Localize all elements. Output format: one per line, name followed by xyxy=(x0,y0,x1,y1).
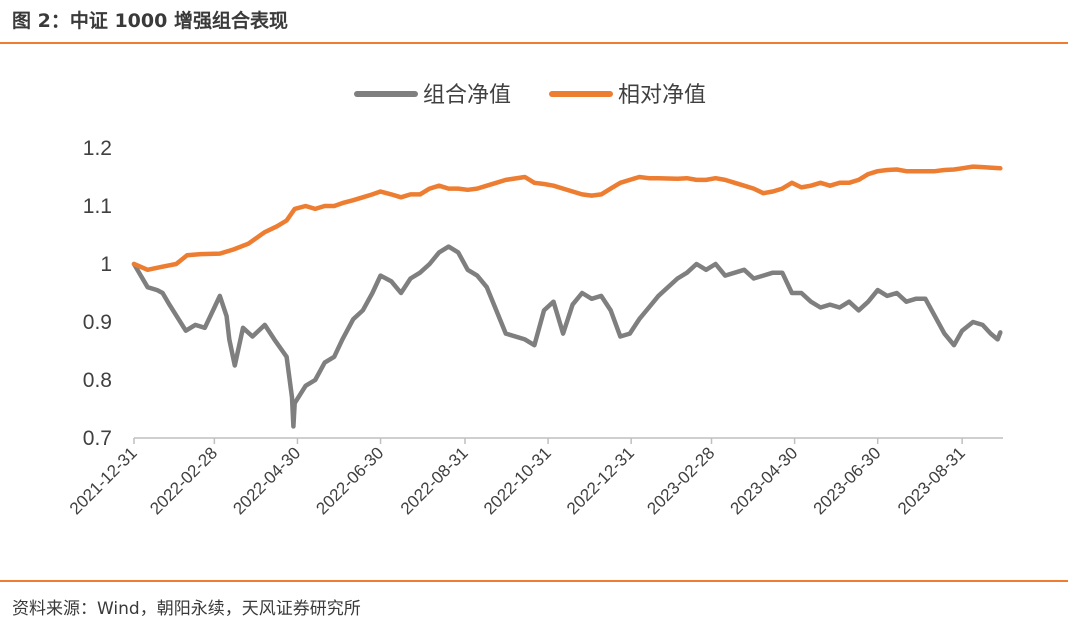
series-line-0 xyxy=(131,244,1003,429)
x-tick-label: 2023-04-30 xyxy=(727,443,802,518)
y-tick-label: 1.1 xyxy=(83,195,112,218)
legend-label-1: 相对净值 xyxy=(618,83,706,108)
x-tick-label: 2022-12-31 xyxy=(563,443,638,518)
x-tick-label: 2022-08-31 xyxy=(397,443,472,518)
x-tick-label: 2022-02-28 xyxy=(146,443,221,518)
y-tick-label: 0.9 xyxy=(83,311,112,334)
chart-legend: 组合净值 相对净值 xyxy=(354,83,706,108)
y-tick-label: 1 xyxy=(100,253,112,276)
figure-title: 图 2：中证 1000 增强组合表现 xyxy=(12,10,288,32)
source-note: 资料来源：Wind，朝阳永续，天风证券研究所 xyxy=(12,599,361,619)
top-rule xyxy=(0,42,1068,44)
line-chart: 组合净值 相对净值 0.70.80.911.11.2 2021-12-31 2022… xyxy=(66,83,1003,518)
x-tick-label: 2022-04-30 xyxy=(229,443,304,518)
x-tick-label: 2023-08-31 xyxy=(894,443,969,518)
series-lines xyxy=(131,164,1003,429)
bottom-rule xyxy=(0,580,1068,582)
x-tick-label: 2023-06-30 xyxy=(810,443,885,518)
y-tick-label: 0.7 xyxy=(83,427,112,450)
x-tick-label: 2022-10-31 xyxy=(480,443,555,518)
y-tick-label: 1.2 xyxy=(83,137,112,160)
x-tick-label: 2021-12-31 xyxy=(66,443,141,518)
y-axis: 0.7 0.8 0.9 1 1.1 1.2 xyxy=(83,137,112,450)
x-axis: 2021-12-31 2022-02-28 2022-04-30 2022-06-30… xyxy=(66,437,1003,518)
series-line-1 xyxy=(131,164,1003,273)
x-tick-label: 2023-02-28 xyxy=(643,443,718,518)
legend-label-0: 组合净值 xyxy=(423,83,511,108)
x-tick-label: 2022-06-30 xyxy=(312,443,387,518)
y-tick-label: 0.8 xyxy=(83,369,112,392)
